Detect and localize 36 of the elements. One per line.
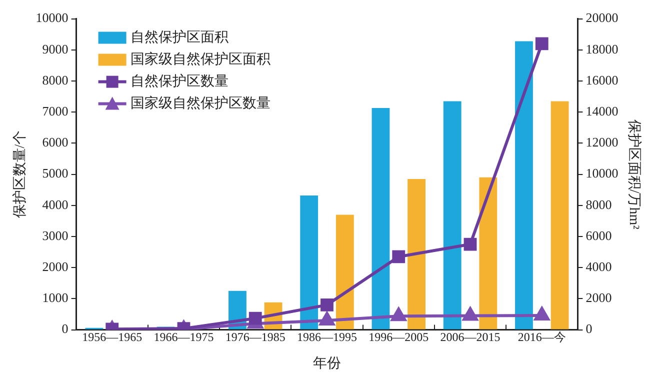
y-tick-label: 9000: [42, 41, 68, 56]
y-axis-title: 保护区数量/个: [12, 130, 28, 218]
y-tick-label: 7000: [42, 104, 68, 119]
x-tick-label: 1986—1995: [297, 330, 357, 344]
y-tick-label: 2000: [42, 259, 68, 274]
y-tick-label: 0: [62, 321, 68, 336]
y2-tick-label: 16000: [586, 72, 618, 88]
y-tick-label: 6000: [42, 134, 68, 150]
x-axis-title: 年份: [313, 355, 341, 372]
y-tick-label: 10000: [36, 10, 68, 26]
y2-tick-label: 2000: [586, 290, 612, 306]
y2-tick-label: 20000: [586, 10, 618, 26]
y2-tick-label: 4000: [586, 259, 612, 274]
y2-tick-label: 12000: [586, 134, 618, 150]
x-tick-label: 1956—1965: [82, 330, 142, 344]
y-tick-label: 5000: [42, 166, 68, 181]
y-tick-label: 1000: [42, 290, 68, 306]
y2-tick-label: 10000: [586, 166, 618, 181]
y2-tick-label: 18000: [586, 41, 618, 56]
x-tick-label: 2016—今: [518, 330, 566, 344]
y-tick-label: 4000: [42, 196, 68, 212]
legend-label: 国家级自然保护区面积: [130, 51, 270, 68]
y-tick-label: 3000: [42, 228, 68, 243]
x-tick-label: 1976—1985: [225, 330, 286, 344]
x-tick-label: 1996—2005: [368, 330, 429, 344]
y2-tick-label: 8000: [586, 196, 612, 212]
x-tick-label: 1966—1975: [154, 330, 214, 344]
legend-label: 自然保护区数量: [130, 73, 228, 90]
y2-tick-label: 14000: [586, 104, 618, 119]
legend-label: 国家级自然保护区数量: [130, 95, 270, 112]
legend-label: 自然保护区面积: [130, 29, 228, 46]
x-tick-label: 2006—2015: [440, 330, 500, 344]
y2-tick-label: 6000: [586, 228, 612, 243]
y-tick-label: 8000: [42, 72, 68, 88]
y2-tick-label: 0: [586, 321, 592, 336]
y2-axis-title: 保护区面积/万hm²: [626, 119, 642, 230]
